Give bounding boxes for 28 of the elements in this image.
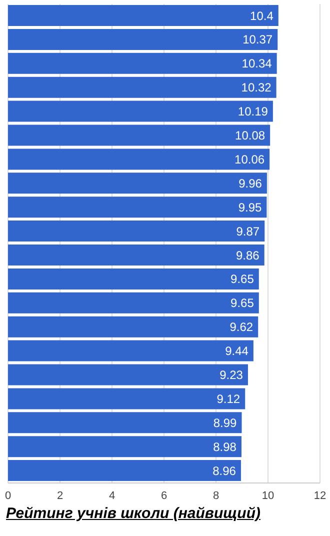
x-tick-label: 12	[314, 490, 326, 502]
x-tick-label: 0	[4, 490, 12, 502]
x-tick-label: 6	[160, 490, 168, 502]
data-label: 8.96	[212, 464, 236, 478]
x-tick-label: 2	[56, 490, 64, 502]
data-label: 9.65	[230, 296, 254, 310]
data-label: 10.4	[250, 8, 274, 23]
x-tick-label: 4	[108, 490, 116, 502]
data-label: 9.44	[225, 344, 249, 358]
x-axis-title: Рейтинг учнів школи (найвищий)	[6, 505, 260, 522]
data-label: 9.23	[220, 368, 244, 382]
data-label: 9.62	[230, 320, 254, 334]
data-label: 10.37	[242, 32, 273, 47]
data-label: 8.99	[213, 416, 238, 430]
data-label: 10.08	[235, 128, 266, 143]
data-label: 9.96	[238, 176, 262, 190]
data-label: 10.34	[242, 56, 272, 71]
data-label: 10.19	[238, 104, 268, 119]
data-label: 9.95	[238, 200, 262, 214]
data-label: 9.12	[216, 392, 240, 406]
data-label: 8.98	[213, 440, 237, 454]
data-label: 10.06	[234, 152, 265, 166]
data-label: 9.65	[230, 272, 254, 286]
x-tick-label: 8	[212, 490, 220, 502]
data-label: 9.87	[236, 224, 260, 238]
data-label: 10.32	[241, 80, 272, 95]
x-tick-label: 10	[262, 490, 274, 502]
data-label: 9.86	[236, 248, 260, 262]
